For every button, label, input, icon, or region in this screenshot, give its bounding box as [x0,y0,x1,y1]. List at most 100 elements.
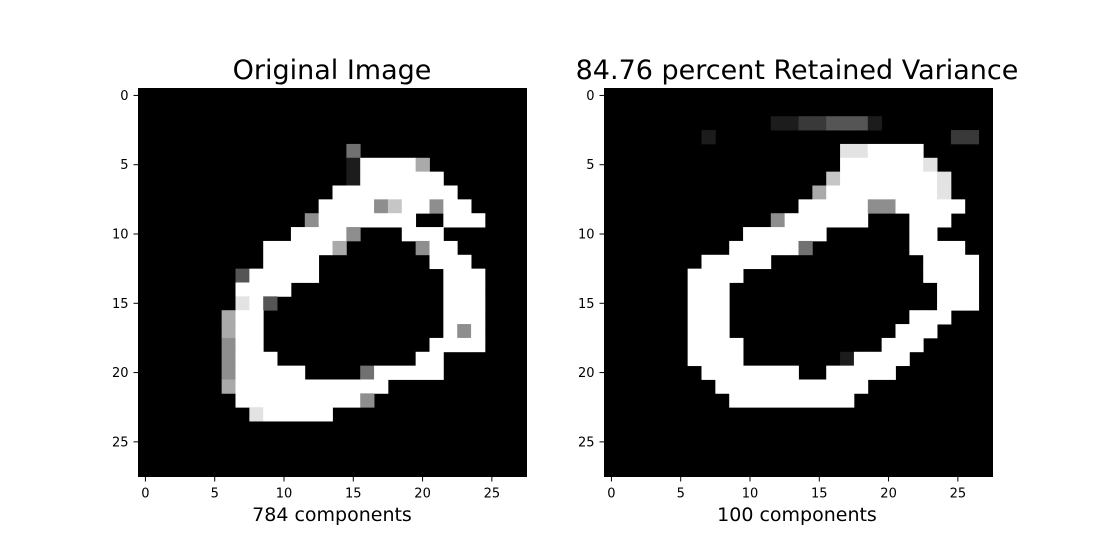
y-ticks-original: 0 5 10 15 20 25 [112,89,139,450]
heatmap-cell [715,296,730,311]
heatmap-cell [812,379,827,394]
heatmap-cell [840,199,855,214]
heatmap-cell [853,351,869,367]
heatmap-cell [387,157,403,173]
heatmap-cell [249,365,264,380]
heatmap-cell [798,116,813,131]
heatmap-cell [346,213,361,228]
heatmap-original [138,88,527,477]
heatmap-cell [895,143,910,159]
heatmap-cell [826,393,841,408]
heatmap-cell [840,379,855,394]
heatmap-cell [360,213,375,228]
y-tick-label: 25 [112,435,129,450]
heatmap-cell [360,365,375,380]
heatmap-cell [909,171,924,186]
heatmap-cell [687,324,702,339]
heatmap-cell [853,365,869,380]
heatmap-cell [457,213,472,228]
heatmap-cell [729,254,744,270]
heatmap-cell [840,116,855,131]
heatmap-cell [471,337,486,353]
heatmap-cell [290,393,306,408]
panel-original: Original Image 0 5 10 15 20 25 0 5 10 15 20 25 784… [112,55,527,526]
heatmap-cell [937,185,952,200]
heatmap-cell [812,185,827,200]
heatmap-cell [895,157,910,173]
heatmap-cell [923,310,938,325]
heatmap-cell [756,227,772,242]
heatmap-cell [743,240,758,256]
heatmap-cell [249,379,264,394]
x-tick-label: 20 [414,487,431,502]
heatmap-cell [277,407,292,422]
heatmap-cell [290,268,306,283]
heatmap-cell [318,227,333,242]
heatmap-cell [346,185,361,200]
heatmap-cell [867,365,883,380]
heatmap-cell [756,393,772,408]
heatmap-cell [923,171,938,186]
heatmap-cell [249,310,264,325]
heatmap-cell [923,213,938,228]
heatmap-cell [360,393,375,408]
heatmap-cell [909,213,924,228]
heatmap-cell [249,337,264,353]
heatmap-cell [687,296,702,311]
y-tick-label: 10 [112,228,129,243]
heatmap-cell [415,240,430,256]
heatmap-cell [443,337,458,353]
heatmap-cell [332,227,347,242]
heatmap-cell [687,310,702,325]
heatmap-cell [840,185,855,200]
heatmap-cell [318,379,333,394]
y-tick-label: 25 [578,435,595,450]
heatmap-cell [701,282,716,297]
heatmap-cell [235,379,250,394]
heatmap-cell [415,365,430,380]
heatmap-cell [937,171,952,186]
heatmap-cell [221,379,236,394]
heatmap-cell [909,157,924,173]
y-tick-label: 15 [578,297,595,312]
heatmap-cell [290,240,306,256]
xlabel-reconstructed: 100 components [717,504,877,526]
heatmap-cell [277,393,292,408]
heatmap-cell [937,240,952,256]
heatmap-cell [429,227,444,242]
heatmap-cell [304,268,320,283]
heatmap-cell [770,227,786,242]
heatmap-cell [277,254,292,270]
heatmap-cell [784,365,799,380]
heatmap-cell [784,393,799,408]
heatmap-cell [221,324,236,339]
heatmap-cell [881,199,896,214]
heatmap-cell [443,254,458,270]
heatmap-cell [235,337,250,353]
heatmap-cell [812,213,827,228]
heatmap-cell [826,171,841,186]
heatmap-cell [346,393,361,408]
heatmap-cell [895,171,910,186]
heatmap-cell [853,379,869,394]
heatmap-cell [290,254,306,270]
x-tick-label: 15 [345,487,362,502]
heatmap-cell [701,254,716,270]
heatmap-cell [867,171,883,186]
heatmap-cell [729,337,744,353]
heatmap-cell [263,268,278,283]
heatmap-cell [429,185,444,200]
heatmap-cell [249,268,264,283]
heatmap-cell [318,213,333,228]
heatmap-cell [701,268,716,283]
heatmap-cell [881,185,896,200]
heatmap-cell [701,324,716,339]
heatmap-cell [387,365,403,380]
heatmap-cell [840,143,855,159]
heatmap-cell [346,379,361,394]
panel-reconstructed: 84.76 percent Retained Variance 0 5 10 15 20… [576,55,1019,526]
heatmap-cell [249,282,264,297]
heatmap-cell [401,185,417,200]
heatmap-cell [770,393,786,408]
heatmap-cell [249,324,264,339]
